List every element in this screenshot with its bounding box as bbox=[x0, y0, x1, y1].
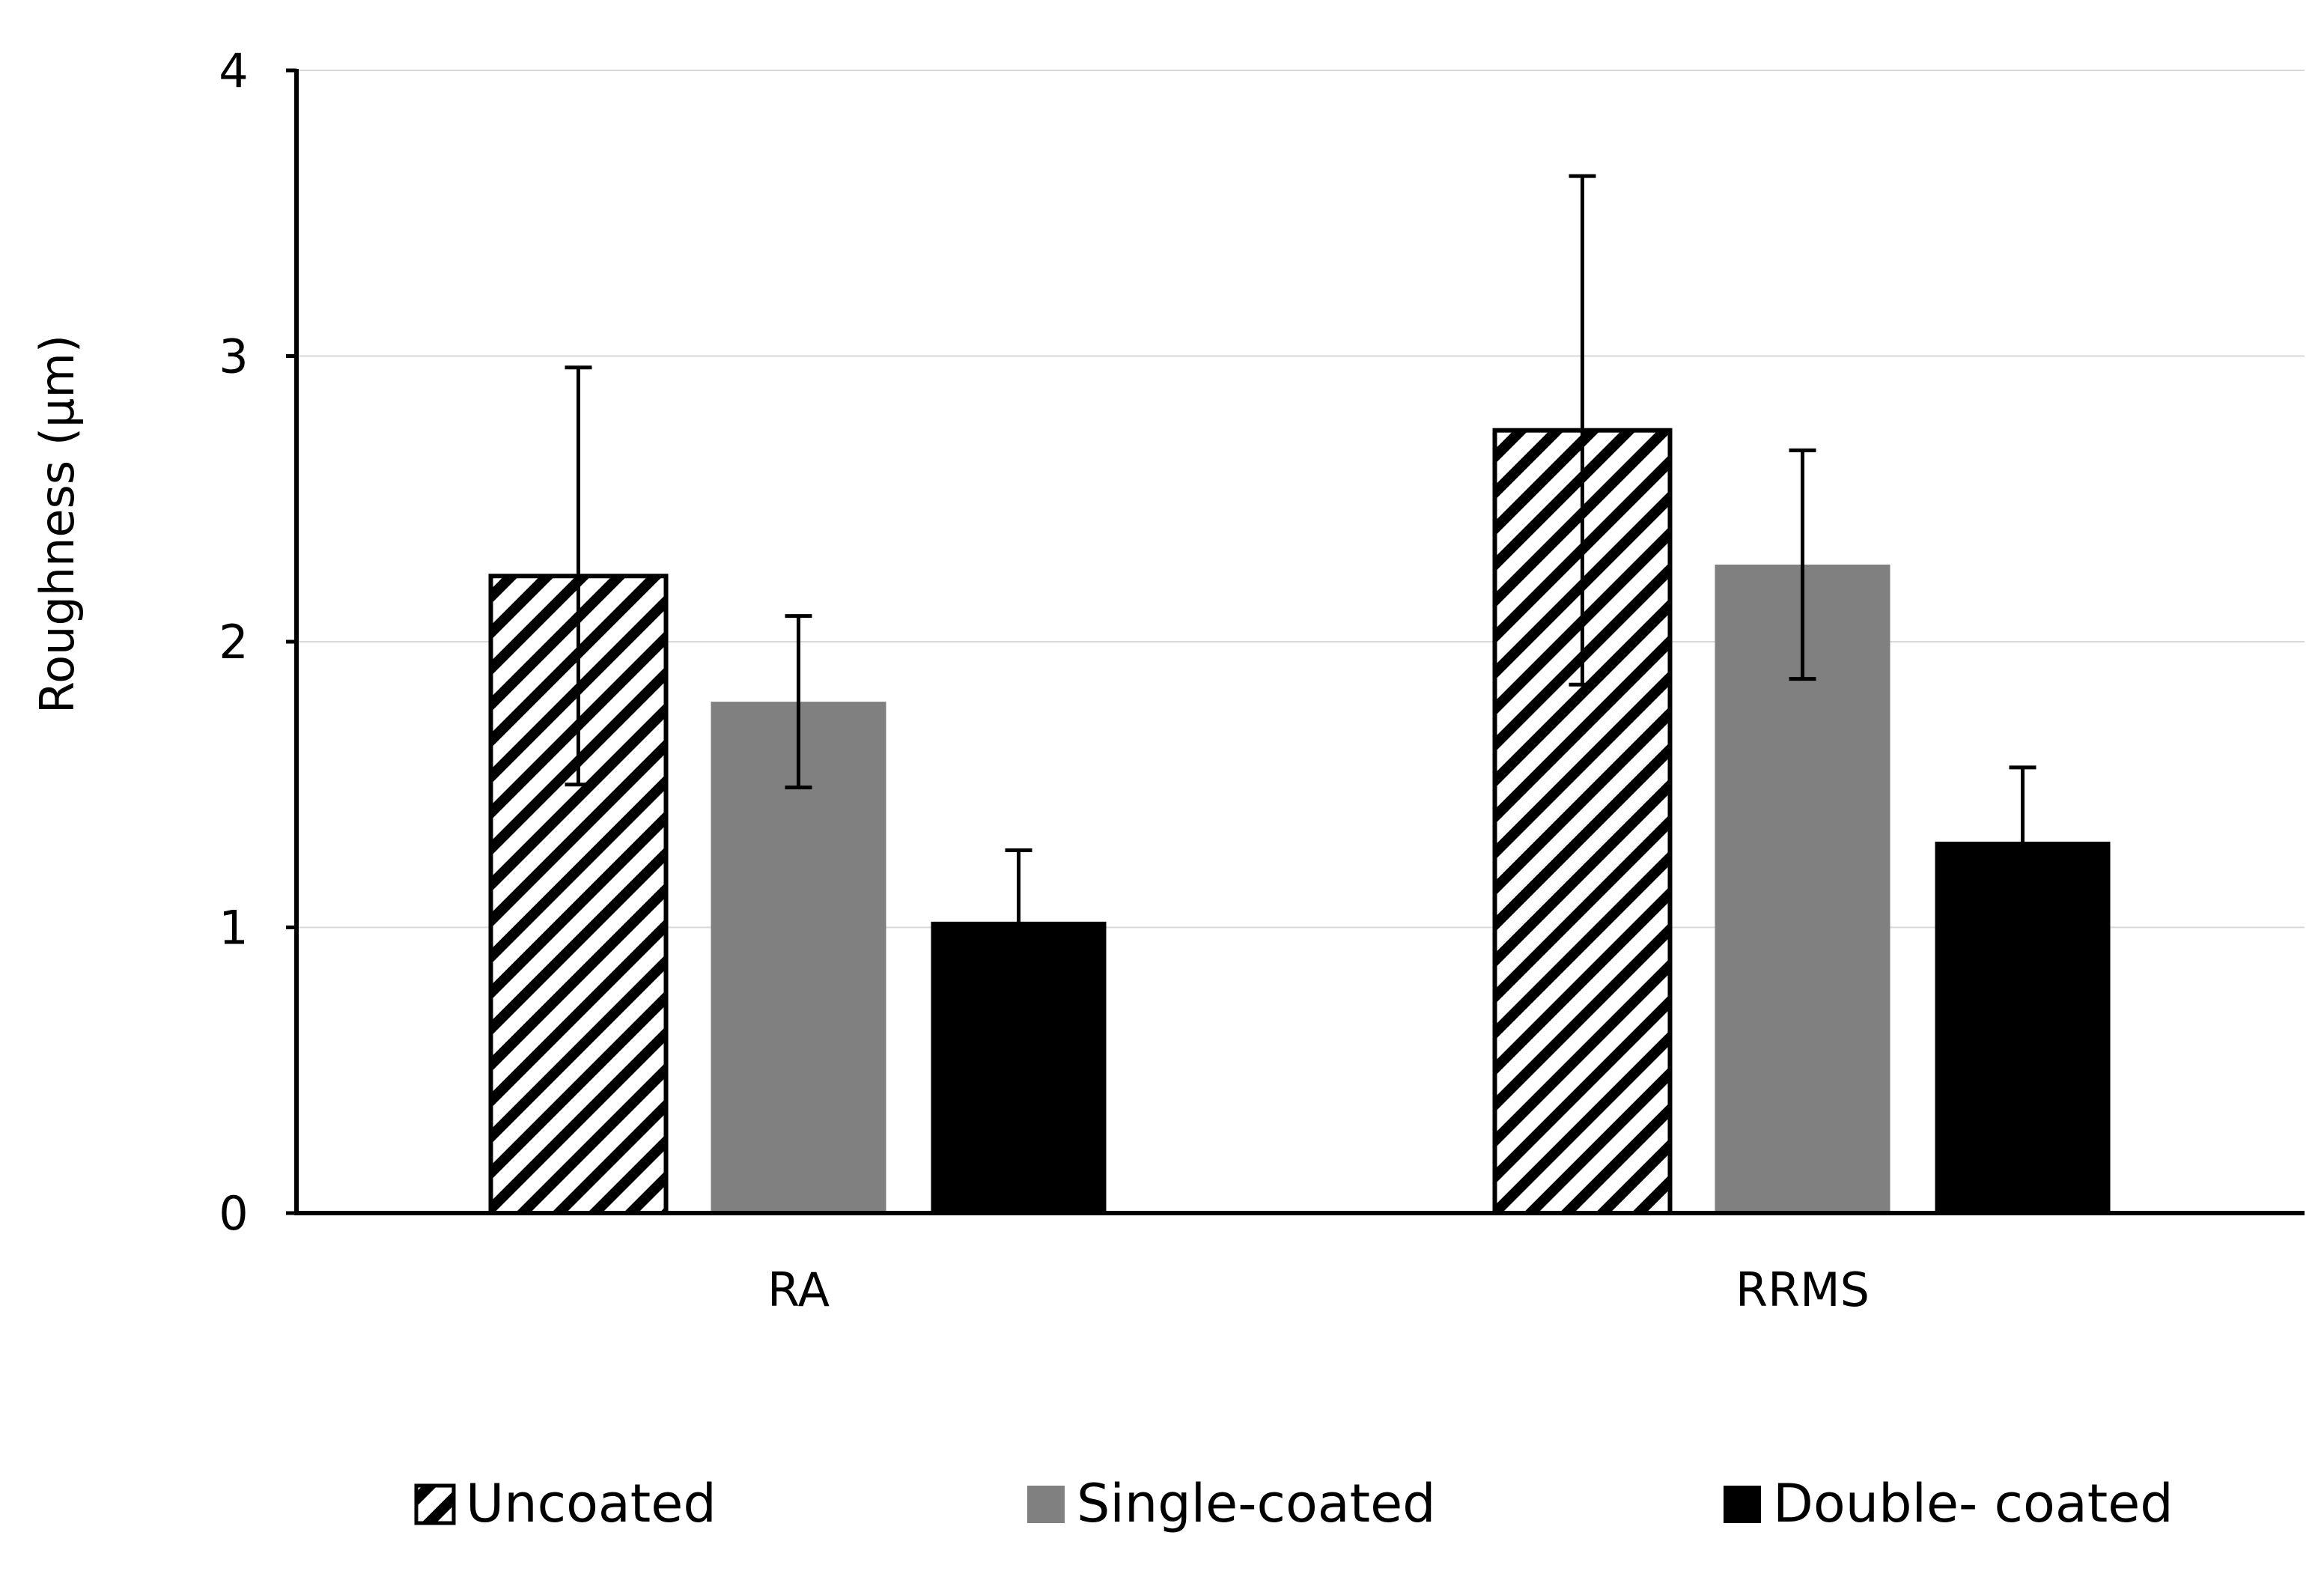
y-tick-label: 4 bbox=[219, 43, 248, 98]
legend-label-2: Double- coated bbox=[1773, 1473, 2174, 1534]
axes bbox=[286, 68, 2305, 1215]
error-bar-ra-2 bbox=[1005, 848, 1032, 995]
y-tick-label: 2 bbox=[219, 615, 248, 669]
y-axis-label: Roughness (µm) bbox=[30, 335, 85, 714]
bar-group bbox=[488, 428, 2111, 1216]
y-tick-label: 3 bbox=[219, 329, 248, 384]
x-tick-label-ra: RA bbox=[767, 1262, 830, 1317]
error-bars bbox=[565, 174, 2036, 995]
legend-label-1: Single-coated bbox=[1077, 1473, 1436, 1534]
legend-label-0: Uncoated bbox=[466, 1473, 717, 1534]
y-tick-label: 0 bbox=[219, 1186, 248, 1241]
x-tick-labels: RA RRMS bbox=[767, 1262, 1870, 1317]
error-bar-rrms-0 bbox=[1569, 174, 1596, 687]
x-tick-label-rrms: RRMS bbox=[1736, 1262, 1870, 1317]
legend: Uncoated Single-coated Double- coated bbox=[414, 1473, 2174, 1534]
y-tick-labels: 0 1 2 3 4 bbox=[219, 43, 248, 1241]
legend-swatch-0 bbox=[414, 1483, 456, 1525]
error-bar-rrms-1 bbox=[1789, 448, 1816, 681]
legend-swatch-2 bbox=[1724, 1486, 1761, 1523]
error-bar-rrms-2 bbox=[2009, 765, 2036, 918]
legend-swatch-1 bbox=[1027, 1486, 1065, 1523]
error-bar-ra-0 bbox=[565, 365, 592, 787]
error-bar-ra-1 bbox=[785, 614, 812, 790]
y-tick-label: 1 bbox=[219, 901, 248, 955]
